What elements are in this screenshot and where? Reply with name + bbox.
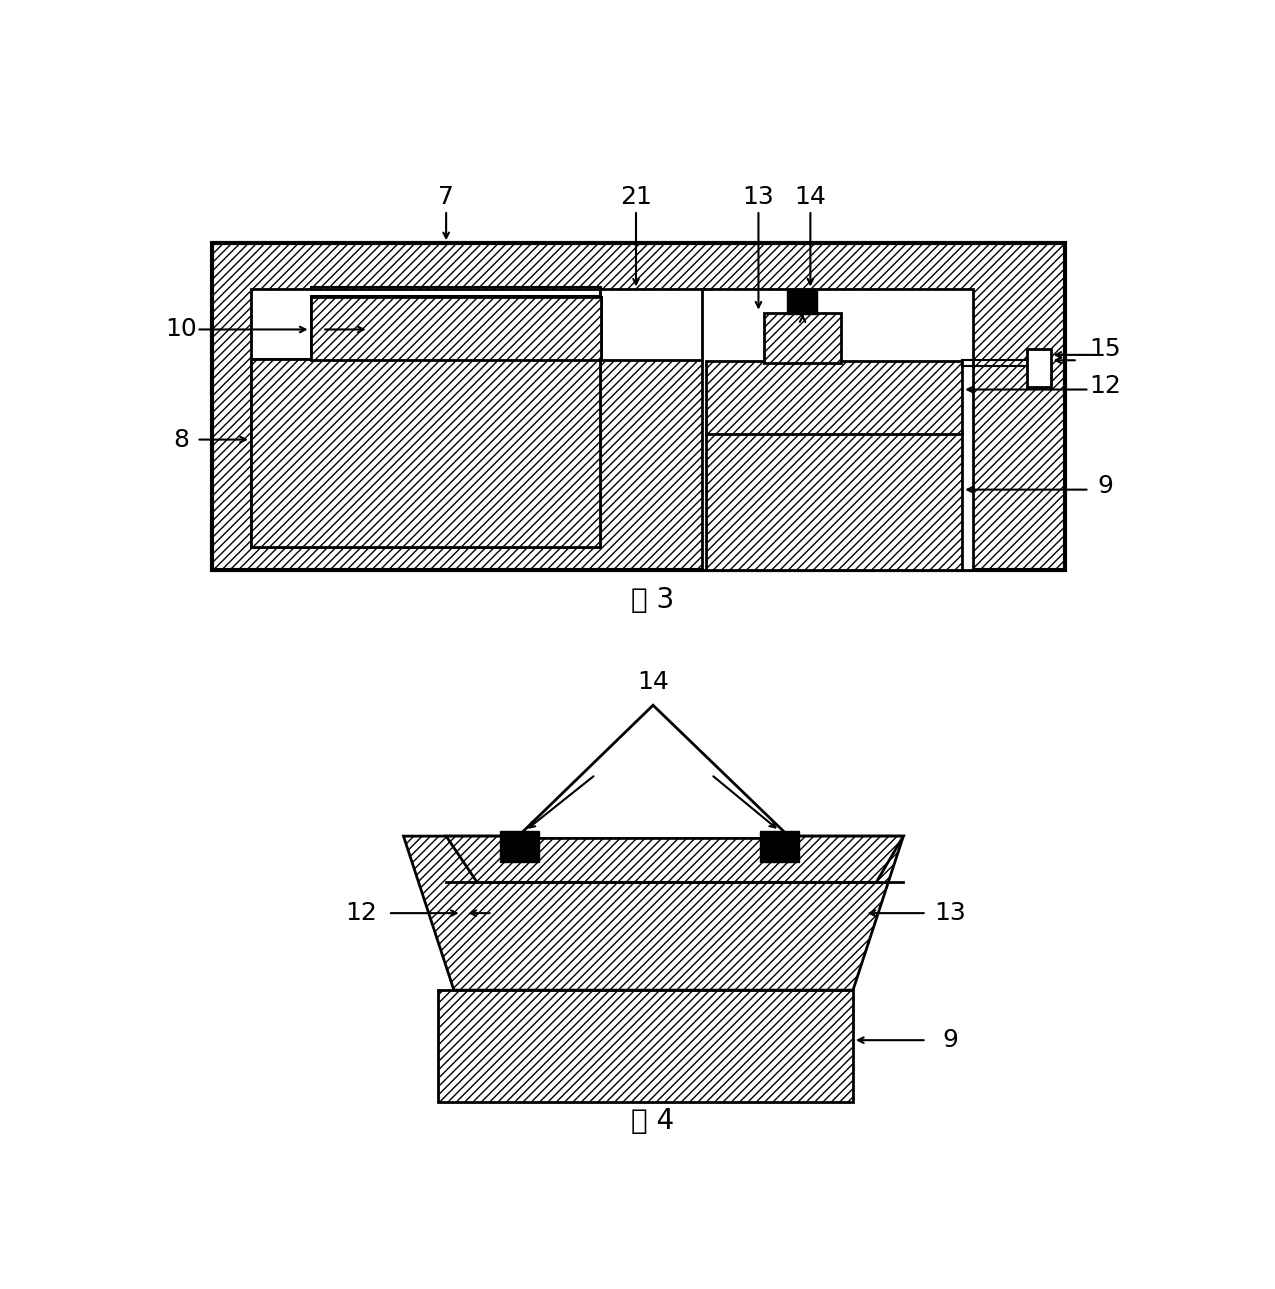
Text: 13: 13 [935, 901, 965, 926]
Text: 7: 7 [439, 186, 454, 209]
Polygon shape [446, 837, 904, 883]
Bar [311, 298, 601, 360]
Bar [1028, 349, 1051, 387]
Text: 15: 15 [1089, 336, 1121, 361]
Bar [311, 298, 601, 360]
Bar [251, 358, 599, 548]
Bar [212, 244, 1065, 571]
Bar [251, 358, 599, 548]
Bar [764, 312, 842, 362]
Text: 9: 9 [942, 1029, 958, 1052]
Bar [787, 290, 816, 315]
Bar [706, 361, 961, 434]
Text: 12: 12 [1089, 374, 1121, 398]
Text: 13: 13 [742, 186, 774, 209]
Polygon shape [446, 837, 904, 883]
Bar [701, 290, 973, 571]
Polygon shape [516, 705, 790, 838]
Text: 9: 9 [1096, 474, 1113, 498]
Bar [706, 432, 961, 571]
Text: 8: 8 [173, 428, 189, 451]
Text: 14: 14 [794, 186, 826, 209]
Bar [251, 290, 599, 544]
Text: 图 3: 图 3 [631, 585, 674, 614]
Bar [760, 830, 798, 861]
Text: 图 4: 图 4 [631, 1107, 674, 1136]
Text: 10: 10 [166, 317, 196, 342]
Text: 21: 21 [620, 186, 652, 209]
Text: 12: 12 [346, 901, 377, 926]
Polygon shape [403, 837, 904, 990]
Bar [439, 990, 853, 1102]
Bar [251, 290, 599, 544]
Bar [500, 830, 539, 861]
Text: 14: 14 [638, 670, 669, 695]
Bar [599, 290, 704, 360]
